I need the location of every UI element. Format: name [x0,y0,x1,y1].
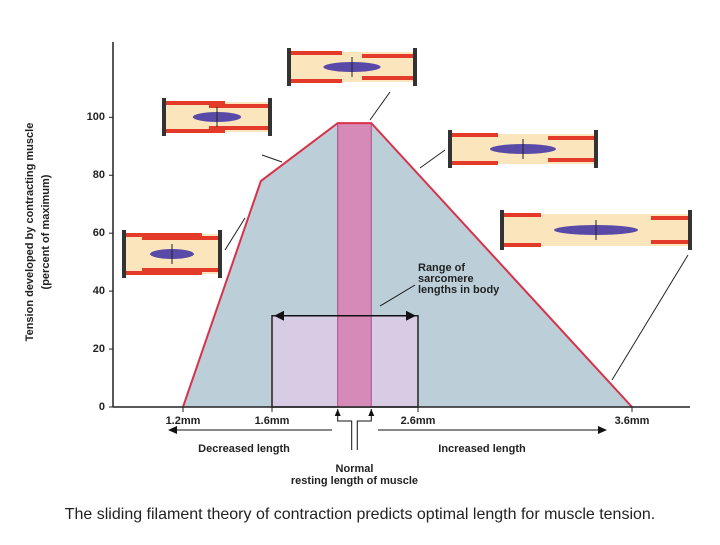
tension-line [182,122,633,408]
icon-actin [291,51,413,83]
y-axis-label: (percent of maximum) [40,174,52,289]
sarcomere-icon [287,48,417,86]
increased-label: Increased length [438,443,526,455]
icon-actin [166,101,268,133]
icon-zline [448,130,452,168]
icon-zline [500,210,504,250]
icon-actin [452,133,594,165]
sarcomere-icon [162,98,272,136]
arrow-head [168,426,177,434]
arrow-head [598,426,607,434]
icon-connector [369,91,391,121]
sarcomere-icon [448,130,598,168]
x-tick-label: 1.6mm [255,415,290,427]
optimal-band [337,122,372,408]
y-tick-label: 0 [99,401,105,413]
arrow-head [334,409,375,416]
icon-connector [419,149,446,169]
icon-connector [224,217,246,251]
y-tick-label: 20 [93,343,105,355]
icon-connector [261,154,283,163]
y-tick-label: 80 [93,169,105,181]
x-tick-label: 1.2mm [166,415,201,427]
icon-zline [218,230,222,278]
normal-label: resting length of muscle [291,475,418,487]
icon-zline [413,48,417,86]
caption: The sliding filament theory of contracti… [65,506,656,523]
icon-zline [122,230,126,278]
pointer [379,284,416,307]
icon-zline [688,210,692,250]
normal-label: Normal [336,463,374,475]
range-label: lengths in body [418,284,500,296]
y-tick-label: 60 [93,227,105,239]
icon-actin [126,233,218,275]
normal-bracket [337,409,372,450]
range-label: sarcomere [418,273,474,285]
icon-actin [504,213,688,247]
x-tick-label: 2.6mm [401,415,436,427]
y-tick-label: 40 [93,285,105,297]
icon-zline [162,98,166,136]
x-tick-label: 3.6mm [615,415,650,427]
y-axis-label: Tension developed by contracting muscle [24,123,36,342]
decreased-label: Decreased length [198,443,290,455]
icon-connector [611,254,689,381]
range-label: Range of [418,262,465,274]
sarcomere-icon [122,230,222,278]
icon-zline [268,98,272,136]
icon-zline [594,130,598,168]
icon-zline [287,48,291,86]
y-tick-label: 100 [87,111,105,123]
sarcomere-icon [500,210,692,250]
